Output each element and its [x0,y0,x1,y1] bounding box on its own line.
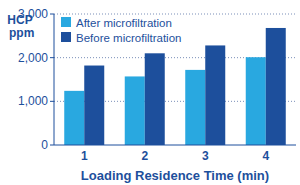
legend: After microfiltration Before microfiltrat… [61,17,181,44]
y-axis-label: HCP ppm [6,13,35,40]
x-tick-label: 3 [202,149,209,163]
x-axis-label: Loading Residence Time (min) [81,168,269,183]
legend-swatch [61,17,71,27]
x-tick-label: 4 [262,149,269,163]
x-tick-label: 1 [81,149,88,163]
legend-label: After microfiltration [76,17,172,29]
y-axis-label-line: ppm [6,26,35,40]
x-axis [54,145,296,146]
y-tick [50,57,54,58]
bar [125,76,145,145]
y-tick-label: 1,000 [18,94,48,108]
y-tick [50,14,54,15]
chart-svg: 01,0002,0003,0001234Loading Residence Ti… [0,0,300,185]
y-tick [50,101,54,102]
bars [64,28,286,145]
y-axis-label-line: HCP [7,13,32,27]
grid [50,14,296,145]
legend-swatch [61,32,71,42]
chart-root: 01,0002,0003,0001234Loading Residence Ti… [0,0,300,185]
bar [246,57,266,145]
legend-label: Before microfiltration [76,32,181,44]
bar [185,70,205,145]
y-tick [50,145,54,146]
bar [205,45,225,145]
x-tick-label: 2 [141,149,148,163]
bar [145,53,165,145]
y-axis [54,14,55,145]
y-tick-label: 0 [41,138,48,152]
bar [266,28,286,145]
bar [64,91,84,145]
bar [84,66,104,145]
y-tick-label: 2,000 [18,51,48,65]
grid-line [54,14,296,15]
